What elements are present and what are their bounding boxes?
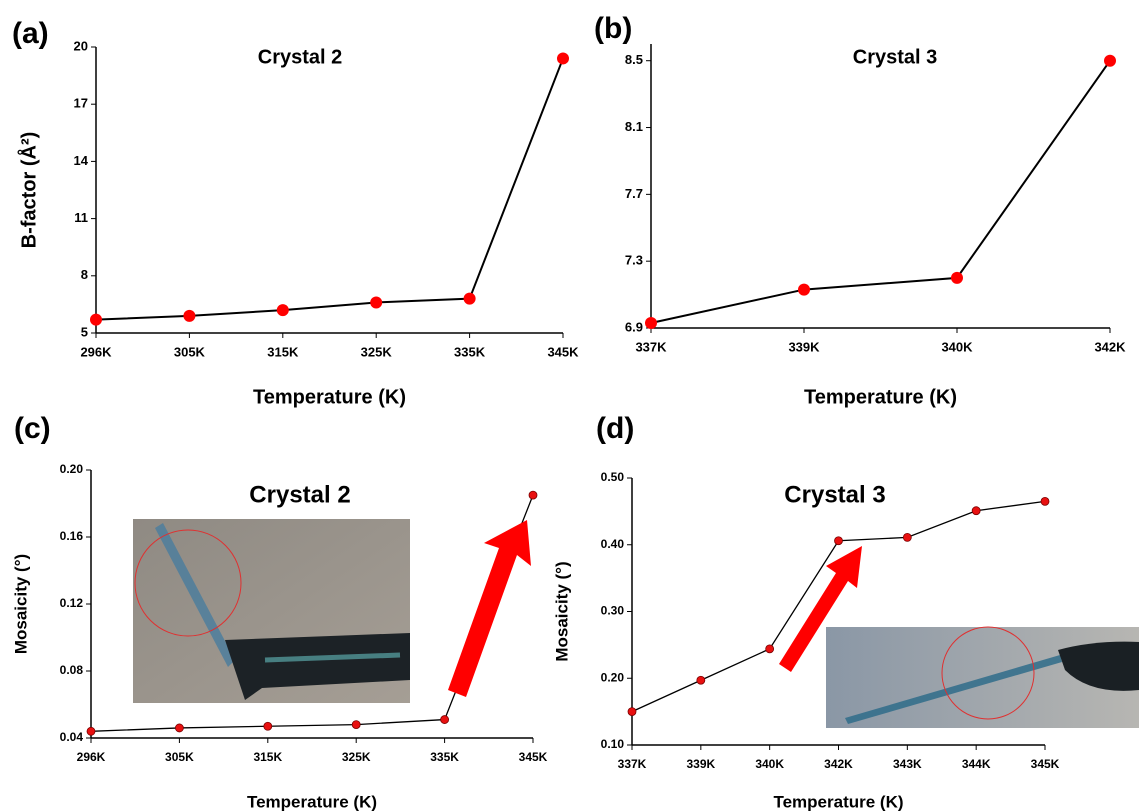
x-tick-label: 339K	[788, 339, 820, 354]
data-point	[903, 533, 911, 541]
y-tick-label: 0.16	[60, 529, 84, 543]
data-point	[972, 507, 980, 515]
y-tick-label: 0.40	[601, 537, 625, 551]
x-tick-label: 335K	[454, 344, 486, 359]
x-tick-label: 340K	[941, 339, 973, 354]
data-point	[1104, 55, 1116, 67]
x-tick-label: 345K	[519, 750, 548, 764]
x-tick-label: 296K	[77, 750, 106, 764]
x-tick-label: 343K	[893, 757, 922, 771]
chart-title: Crystal 3	[853, 46, 938, 68]
inset-photo-c	[133, 519, 410, 703]
y-axis-title: Mosaicity (°)	[552, 561, 571, 661]
y-axis-title: B-factor (Å²)	[16, 132, 40, 249]
chart-title: Crystal 2	[249, 481, 350, 508]
y-tick-label: 8	[81, 267, 88, 282]
y-tick-label: 8.1	[625, 119, 643, 134]
data-point	[441, 716, 449, 724]
y-tick-label: 6.9	[625, 319, 643, 334]
x-axis-title: Temperature (K)	[247, 792, 377, 811]
x-axis-title: Temperature (K)	[253, 386, 406, 408]
x-tick-label: 342K	[1094, 339, 1126, 354]
data-point	[370, 296, 382, 308]
y-tick-label: 14	[74, 153, 89, 168]
annotation-arrows	[448, 520, 862, 697]
x-tick-label: 337K	[635, 339, 667, 354]
x-tick-label: 342K	[824, 757, 853, 771]
x-tick-label: 305K	[165, 750, 194, 764]
x-tick-label: 325K	[342, 750, 371, 764]
x-tick-label: 345K	[547, 344, 579, 359]
y-tick-label: 7.7	[625, 186, 643, 201]
x-tick-label: 340K	[755, 757, 784, 771]
data-point	[87, 727, 95, 735]
x-tick-label: 325K	[361, 344, 393, 359]
data-point	[766, 645, 774, 653]
x-tick-label: 305K	[174, 344, 206, 359]
y-tick-label: 17	[74, 96, 88, 111]
y-tick-label: 0.12	[60, 596, 84, 610]
x-axis-title: Temperature (K)	[804, 386, 957, 408]
data-point	[183, 310, 195, 322]
x-tick-label: 315K	[267, 344, 299, 359]
data-point	[529, 491, 537, 499]
y-tick-label: 0.30	[601, 604, 625, 618]
data-point	[1041, 497, 1049, 505]
figure: 5 8 11 14 17 20 296K 305K 315K 325K 335K 345K Crysta…	[0, 0, 1139, 812]
panel-label: (d)	[596, 412, 634, 445]
data-point	[90, 314, 102, 326]
data-point	[798, 284, 810, 296]
y-tick-label: 11	[74, 210, 88, 225]
data-line	[651, 61, 1110, 323]
data-point	[835, 537, 843, 545]
data-point	[951, 272, 963, 284]
data-line	[96, 58, 563, 319]
y-tick-label: 0.04	[60, 730, 84, 744]
panel-label: (c)	[14, 412, 51, 445]
x-tick-label: 345K	[1031, 757, 1060, 771]
data-point	[645, 317, 657, 329]
data-point	[277, 304, 289, 316]
x-tick-label: 335K	[430, 750, 459, 764]
y-tick-label: 7.3	[625, 253, 643, 268]
x-axis-title: Temperature (K)	[773, 792, 903, 811]
x-tick-label: 339K	[686, 757, 715, 771]
y-tick-label: 0.10	[601, 737, 625, 751]
x-tick-label: 344K	[962, 757, 991, 771]
y-tick-label: 5	[81, 324, 88, 339]
x-tick-label: 337K	[618, 757, 647, 771]
y-axis-title: Mosaicity (°)	[11, 554, 30, 654]
y-tick-label: 0.20	[60, 462, 84, 476]
y-tick-label: 0.50	[601, 470, 625, 484]
data-point	[352, 721, 360, 729]
chart-title: Crystal 3	[784, 481, 885, 508]
data-point	[697, 676, 705, 684]
panel-label: (a)	[12, 17, 49, 50]
x-tick-label: 296K	[80, 344, 112, 359]
y-tick-label: 8.5	[625, 52, 643, 67]
data-point	[557, 52, 569, 64]
data-point	[175, 724, 183, 732]
y-tick-label: 0.08	[60, 663, 84, 677]
inset-photo-d	[826, 627, 1139, 728]
y-tick-label: 20	[74, 38, 88, 53]
y-tick-label: 0.20	[601, 670, 625, 684]
data-point	[628, 708, 636, 716]
data-point	[464, 293, 476, 305]
chart-title: Crystal 2	[258, 46, 343, 68]
panel-label: (b)	[594, 12, 632, 45]
data-point	[264, 722, 272, 730]
x-tick-label: 315K	[253, 750, 282, 764]
